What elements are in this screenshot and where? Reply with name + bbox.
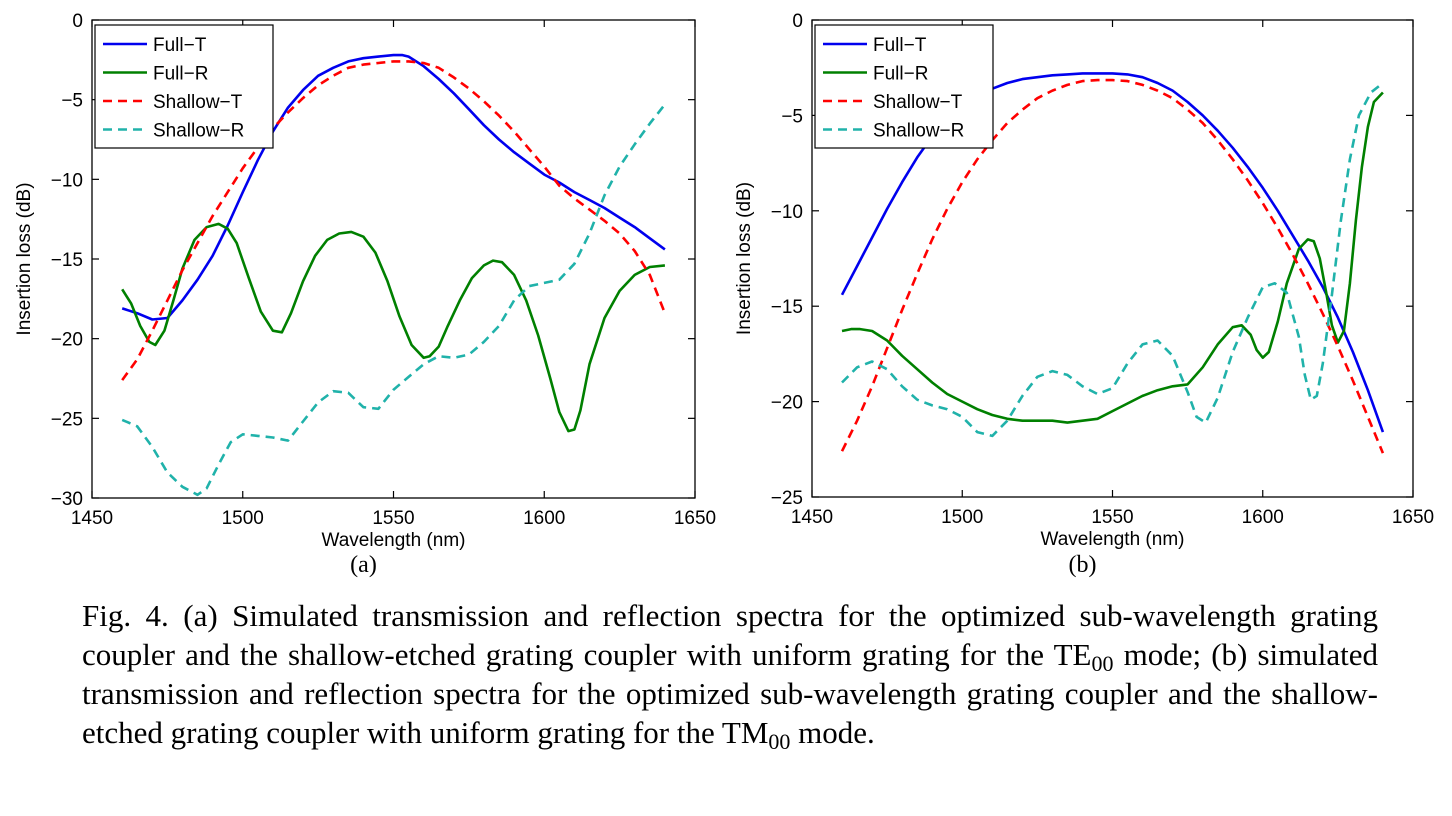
figure-caption: Fig. 4. (a) Simulated transmission and r… bbox=[82, 596, 1378, 754]
chart-a-x-axis-label: Wavelength (nm) bbox=[322, 530, 466, 551]
chart-a-ytick-label: −5 bbox=[61, 91, 83, 112]
chart-a-series-3 bbox=[121, 60, 667, 381]
chart-a-xtick-label: 1600 bbox=[523, 508, 565, 529]
chart-b-legend-label: Full−T bbox=[873, 35, 927, 56]
chart-b-ytick-label: −5 bbox=[781, 106, 803, 127]
chart-a-panel-label: (a) bbox=[350, 552, 377, 578]
chart-a-xtick-label: 1500 bbox=[222, 508, 264, 529]
chart-b-series-4 bbox=[841, 81, 1384, 438]
chart-a-series-1 bbox=[121, 53, 666, 321]
chart-b-xtick-label: 1600 bbox=[1242, 507, 1284, 528]
chart-a-legend-label: Full−T bbox=[153, 35, 207, 56]
chart-b-legend: Full−T Full−R Shallow−T Shallow−R bbox=[814, 24, 994, 149]
chart-b-ytick-label: 0 bbox=[792, 11, 803, 32]
chart-a-ytick-label: −20 bbox=[51, 330, 83, 351]
chart-a-y-axis-label: Insertion loss (dB) bbox=[14, 182, 35, 335]
chart-a-xtick-label: 1550 bbox=[372, 508, 414, 529]
chart-b-legend-label: Full−R bbox=[873, 64, 928, 85]
chart-a-legend-label: Shallow−R bbox=[153, 121, 244, 142]
chart-a-series-2 bbox=[121, 222, 666, 433]
chart-b-xtick-label: 1550 bbox=[1091, 507, 1133, 528]
chart-b-x-axis-label: Wavelength (nm) bbox=[1041, 529, 1185, 550]
chart-b-ytick-label: −20 bbox=[771, 393, 803, 414]
caption-part-2: mode; (b) simulated transmission and ref… bbox=[82, 637, 1378, 750]
chart-a-ytick-label: 0 bbox=[72, 11, 83, 32]
chart-b-y-axis-label: Insertion loss (dB) bbox=[734, 182, 755, 335]
chart-a-ytick-label: −25 bbox=[51, 409, 83, 430]
chart-a-legend-box bbox=[94, 24, 274, 149]
chart-b-ytick-label: −25 bbox=[771, 488, 803, 509]
chart-a-ytick-label: −15 bbox=[51, 250, 83, 271]
chart-b-series-3 bbox=[840, 78, 1385, 454]
chart-b-xtick-label: 1500 bbox=[941, 507, 983, 528]
chart-b-ytick-label: −15 bbox=[771, 297, 803, 318]
chart-b-xtick-label: 1450 bbox=[791, 507, 833, 528]
chart-a-legend-label: Shallow−T bbox=[153, 92, 243, 113]
chart-b-panel-label: (b) bbox=[1069, 552, 1097, 578]
chart-a-legend: Full−T Full−R Shallow−T Shallow−R bbox=[94, 24, 274, 149]
chart-a-ytick-label: −10 bbox=[51, 170, 83, 191]
chart-a-ytick-label: −30 bbox=[51, 489, 83, 510]
chart-a-xtick-label: 1650 bbox=[674, 508, 716, 529]
chart-b-series-2 bbox=[841, 91, 1384, 424]
chart-b-xtick-label: 1650 bbox=[1392, 507, 1434, 528]
chart-b: 1450 1500 1550 1600 1650 0 −5 −10 −15 −20 −25 Wavel… bbox=[734, 11, 1434, 578]
chart-a-xtick-label: 1450 bbox=[71, 508, 113, 529]
chart-a: 1450 1500 1550 1600 1650 0 −5 −10 −15 −20 −25 −30 Wa… bbox=[14, 11, 716, 578]
figure: 1450 1500 1550 1600 1650 0 −5 −10 −15 −20 −25 −30 Wa… bbox=[14, 11, 1434, 578]
chart-b-ytick-label: −10 bbox=[771, 202, 803, 223]
caption-part-1: Fig. 4. (a) Simulated transmission and r… bbox=[82, 598, 1378, 672]
chart-a-series-4 bbox=[121, 103, 666, 497]
chart-a-legend-label: Full−R bbox=[153, 64, 208, 85]
caption-subscript-tm: 00 bbox=[768, 729, 791, 754]
chart-b-legend-box bbox=[814, 24, 994, 149]
caption-part-3: mode. bbox=[790, 715, 875, 750]
chart-b-legend-label: Shallow−R bbox=[873, 121, 964, 142]
caption-subscript-te: 00 bbox=[1091, 651, 1114, 676]
chart-b-legend-label: Shallow−T bbox=[873, 92, 963, 113]
